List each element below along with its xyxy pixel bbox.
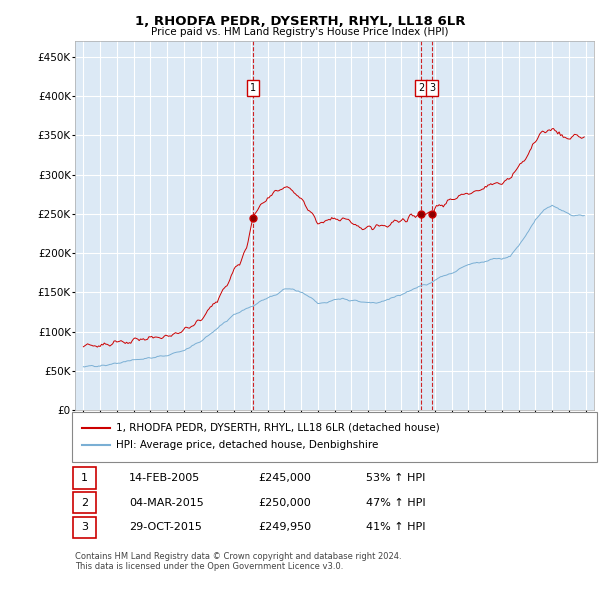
Text: Contains HM Land Registry data © Crown copyright and database right 2024.
This d: Contains HM Land Registry data © Crown c…	[75, 552, 401, 571]
Text: 04-MAR-2015: 04-MAR-2015	[129, 498, 204, 507]
Text: £249,950: £249,950	[258, 523, 311, 532]
Text: £250,000: £250,000	[258, 498, 311, 507]
Text: 53% ↑ HPI: 53% ↑ HPI	[366, 473, 425, 483]
Text: 1, RHODFA PEDR, DYSERTH, RHYL, LL18 6LR (detached house): 1, RHODFA PEDR, DYSERTH, RHYL, LL18 6LR …	[116, 423, 440, 432]
Text: 1: 1	[81, 473, 88, 483]
Text: HPI: Average price, detached house, Denbighshire: HPI: Average price, detached house, Denb…	[116, 441, 378, 450]
Text: 47% ↑ HPI: 47% ↑ HPI	[366, 498, 425, 507]
Text: 2: 2	[418, 83, 424, 93]
Text: £245,000: £245,000	[258, 473, 311, 483]
Text: 14-FEB-2005: 14-FEB-2005	[129, 473, 200, 483]
Text: 2: 2	[81, 498, 88, 507]
Text: 3: 3	[429, 83, 435, 93]
Text: 29-OCT-2015: 29-OCT-2015	[129, 523, 202, 532]
Text: 1: 1	[250, 83, 256, 93]
Text: 1, RHODFA PEDR, DYSERTH, RHYL, LL18 6LR: 1, RHODFA PEDR, DYSERTH, RHYL, LL18 6LR	[135, 15, 465, 28]
Text: Price paid vs. HM Land Registry's House Price Index (HPI): Price paid vs. HM Land Registry's House …	[151, 27, 449, 37]
Text: 41% ↑ HPI: 41% ↑ HPI	[366, 523, 425, 532]
Text: 3: 3	[81, 523, 88, 532]
